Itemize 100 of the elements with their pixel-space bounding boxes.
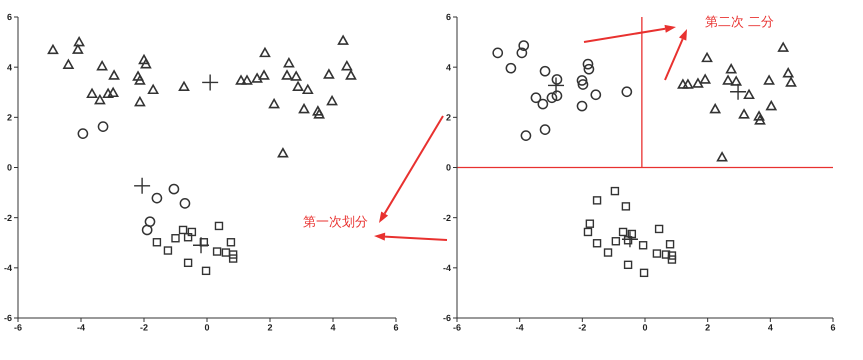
point	[754, 111, 764, 121]
point	[284, 58, 294, 68]
y-tick-label: 6	[446, 12, 451, 22]
y-tick-label: -2	[4, 212, 12, 223]
point	[576, 100, 588, 112]
point	[730, 76, 742, 86]
point	[188, 228, 196, 236]
point	[618, 228, 628, 236]
point	[666, 240, 674, 248]
point	[744, 89, 754, 100]
point	[754, 115, 766, 125]
point	[592, 239, 602, 248]
y-tick-label: 2	[446, 112, 451, 123]
point	[782, 68, 794, 78]
point	[622, 202, 630, 211]
point	[346, 70, 356, 80]
y-tick-label: 0	[446, 162, 451, 173]
x-tick-label: 0	[642, 322, 648, 332]
point	[242, 75, 252, 85]
point	[722, 75, 734, 85]
point	[764, 75, 774, 85]
annotation: 第一次划分	[303, 214, 368, 231]
point	[582, 58, 594, 70]
x-tick-label: -4	[516, 322, 524, 332]
point	[134, 75, 146, 85]
point	[547, 76, 565, 94]
x-tick-label: 6	[393, 322, 399, 332]
point	[586, 219, 594, 228]
point	[312, 106, 324, 116]
point	[78, 128, 88, 139]
point	[212, 247, 222, 256]
y-tick-label: 6	[6, 12, 12, 22]
point	[184, 233, 192, 242]
y-tick-label: -6	[442, 313, 451, 324]
point	[202, 266, 210, 276]
point	[164, 246, 172, 255]
point	[268, 98, 280, 108]
point	[142, 224, 152, 236]
point	[682, 79, 694, 89]
x-tick-label: 2	[267, 322, 273, 332]
x-tick-label: -4	[76, 322, 86, 332]
point	[140, 58, 152, 68]
point	[200, 238, 208, 246]
point	[74, 36, 84, 46]
point	[546, 92, 558, 104]
x-tick-label: 0	[204, 322, 210, 332]
point	[282, 70, 292, 80]
point	[678, 79, 688, 89]
point	[516, 48, 528, 58]
point	[228, 250, 238, 259]
point	[171, 234, 180, 242]
point	[72, 44, 84, 54]
point	[624, 236, 632, 244]
point	[518, 40, 530, 51]
annotation: 第二次 二分	[705, 14, 774, 31]
point	[178, 226, 188, 234]
point	[148, 84, 158, 94]
point	[86, 88, 98, 98]
point	[214, 222, 224, 230]
point	[63, 59, 74, 69]
point	[96, 60, 108, 70]
point	[766, 100, 777, 110]
y-tick-label: 4	[6, 62, 12, 72]
point	[520, 130, 532, 141]
point	[610, 186, 620, 196]
point	[506, 62, 516, 74]
point	[640, 268, 648, 278]
y-tick-label: 4	[446, 62, 451, 72]
point	[178, 81, 190, 92]
point	[108, 87, 118, 98]
point	[552, 90, 562, 102]
point	[338, 35, 348, 45]
point	[102, 88, 114, 98]
point	[48, 44, 58, 54]
point	[624, 260, 632, 270]
point	[584, 228, 592, 236]
point	[578, 79, 588, 90]
point	[252, 73, 262, 83]
point	[612, 237, 620, 246]
point	[538, 98, 548, 110]
point	[716, 152, 728, 162]
point	[726, 64, 736, 74]
point	[168, 184, 180, 194]
point	[492, 48, 504, 58]
point	[324, 69, 334, 79]
point	[654, 224, 664, 234]
point	[314, 109, 324, 119]
x-tick-label: -6	[452, 322, 462, 332]
point	[278, 148, 288, 158]
point	[710, 104, 720, 114]
point	[668, 251, 676, 260]
point	[652, 249, 662, 258]
point	[540, 124, 550, 135]
point	[702, 52, 712, 62]
point	[222, 248, 230, 257]
y-tick-label: -6	[4, 313, 12, 324]
point	[108, 70, 120, 80]
point	[668, 255, 676, 264]
point	[326, 96, 338, 106]
point	[144, 216, 156, 228]
